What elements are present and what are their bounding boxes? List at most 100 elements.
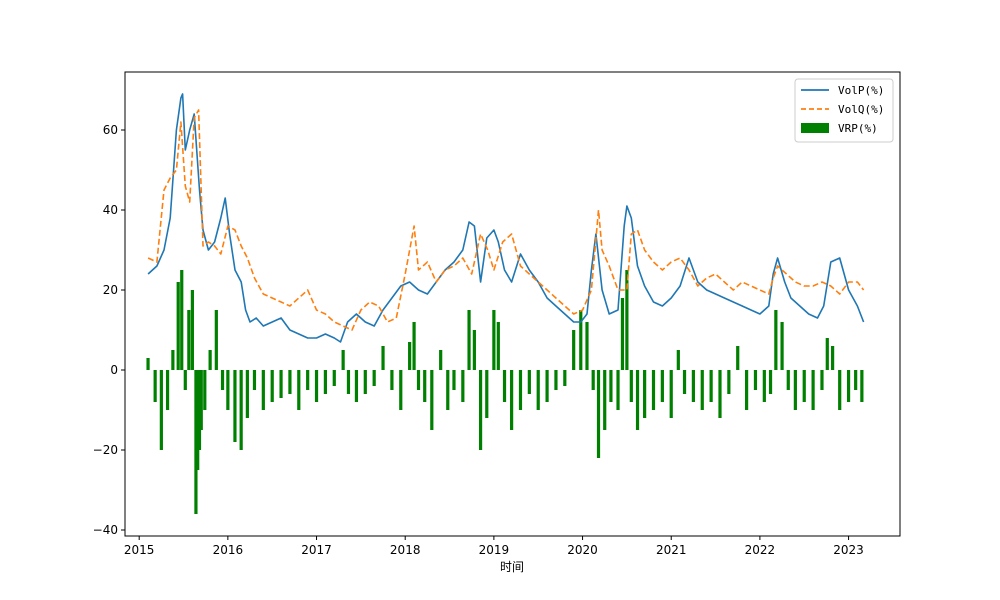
vrp-bar xyxy=(563,370,567,386)
vrp-bar xyxy=(341,350,345,370)
y-tick-label: 0 xyxy=(110,363,118,377)
vrp-bar xyxy=(390,370,394,390)
vrp-bar xyxy=(768,370,773,394)
vrp-bar xyxy=(183,370,187,390)
vrp-bar xyxy=(478,370,483,450)
vrp-bar xyxy=(199,370,203,430)
y-tick-label: 20 xyxy=(103,283,118,297)
vrp-bar xyxy=(820,370,824,390)
vrp-bar xyxy=(585,322,589,370)
vrp-bar xyxy=(825,338,829,370)
vrp-bar xyxy=(496,322,500,370)
vrp-bar xyxy=(363,370,367,394)
vrp-bar xyxy=(171,350,175,370)
vrp-bar xyxy=(831,346,835,370)
vrp-bar xyxy=(165,370,170,410)
vrp-bar xyxy=(190,290,194,370)
vrp-bar xyxy=(372,370,376,386)
vrp-bar xyxy=(187,310,191,370)
vrp-bar xyxy=(306,370,310,390)
vrp-bar xyxy=(545,370,549,402)
vrp-bar xyxy=(180,270,184,370)
vrp-bar xyxy=(780,322,784,370)
volq-line xyxy=(147,109,865,331)
vrp-bar xyxy=(860,370,864,402)
vrp-bar xyxy=(620,298,625,370)
vrp-bar xyxy=(399,370,403,410)
vrp-bar xyxy=(510,370,514,430)
vrp-bar xyxy=(527,370,531,394)
vrp-bar xyxy=(270,370,274,402)
vrp-bar xyxy=(609,370,613,402)
vrp-bar xyxy=(381,346,385,370)
vrp-bar xyxy=(208,350,212,370)
vrp-bar xyxy=(596,370,601,458)
y-tick-label: 60 xyxy=(103,123,118,137)
vrp-bar xyxy=(676,350,680,370)
vrp-bar xyxy=(572,330,576,370)
vrp-bar xyxy=(485,370,489,418)
vrp-bar xyxy=(214,310,218,370)
vrp-bar xyxy=(416,370,421,390)
vrp-bar xyxy=(323,370,327,394)
vrp-bar xyxy=(727,370,731,394)
vrp-bar xyxy=(625,270,629,370)
x-tick-label: 2017 xyxy=(301,543,332,557)
vrp-bar xyxy=(194,370,198,514)
x-axis: 2015 2016 2017 2018 2019 2020 2021 2022 2023 xyxy=(124,536,864,557)
line-series-group xyxy=(147,93,865,343)
vrp-bar xyxy=(846,370,851,402)
vrp-bar xyxy=(297,370,301,410)
vrp-bar xyxy=(643,370,647,418)
vrp-bar xyxy=(176,282,180,370)
vrp-bar xyxy=(745,370,749,410)
vrp-bar xyxy=(718,370,722,418)
vrp-bar xyxy=(536,370,540,410)
vrp-bar xyxy=(854,370,858,390)
vrp-bar xyxy=(554,370,558,390)
vrp-bar xyxy=(245,370,249,418)
volp-line xyxy=(147,93,865,343)
vrp-bar xyxy=(226,370,230,410)
vrp-bar xyxy=(412,322,416,370)
x-tick-label: 2016 xyxy=(213,543,244,557)
vrp-bar xyxy=(762,370,766,402)
vrp-bar xyxy=(423,370,427,402)
vrp-bar xyxy=(203,370,207,410)
vrp-bar xyxy=(629,370,633,402)
vrp-bar xyxy=(288,370,292,394)
vrp-bar xyxy=(802,370,806,402)
vrp-bar xyxy=(472,330,476,370)
vrp-bar xyxy=(635,370,640,430)
vrp-bar xyxy=(233,370,237,442)
vrp-bar xyxy=(774,310,778,370)
vrp-bar xyxy=(669,370,673,418)
vrp-bar xyxy=(660,370,664,402)
x-tick-label: 2021 xyxy=(656,543,687,557)
x-tick-label: 2015 xyxy=(124,543,155,557)
vrp-bar xyxy=(838,370,842,410)
vrp-bar xyxy=(700,370,704,410)
vrp-bar xyxy=(159,370,163,450)
y-tick-label: 40 xyxy=(103,203,118,217)
plot-frame xyxy=(124,71,901,537)
vrp-bar xyxy=(261,370,265,410)
vrp-bar xyxy=(786,370,790,390)
vrp-bar xyxy=(591,370,595,390)
vrp-bar xyxy=(461,370,465,402)
vrp-bar xyxy=(518,370,523,410)
vrp-bar xyxy=(279,370,283,398)
vrp-bar xyxy=(753,370,758,390)
x-axis-label: 时间 xyxy=(500,560,524,574)
vrp-bar xyxy=(502,370,507,402)
vrp-bar xyxy=(651,370,656,410)
legend: VolP(%) VolQ(%) VRP(%) xyxy=(794,78,894,143)
vrp-bar xyxy=(153,370,157,402)
x-tick-label: 2023 xyxy=(833,543,864,557)
vrp-bar xyxy=(197,370,202,450)
vrp-bar xyxy=(452,370,456,390)
x-tick-label: 2019 xyxy=(479,543,510,557)
vrp-bar xyxy=(408,342,412,370)
vrp-bar xyxy=(439,350,443,370)
